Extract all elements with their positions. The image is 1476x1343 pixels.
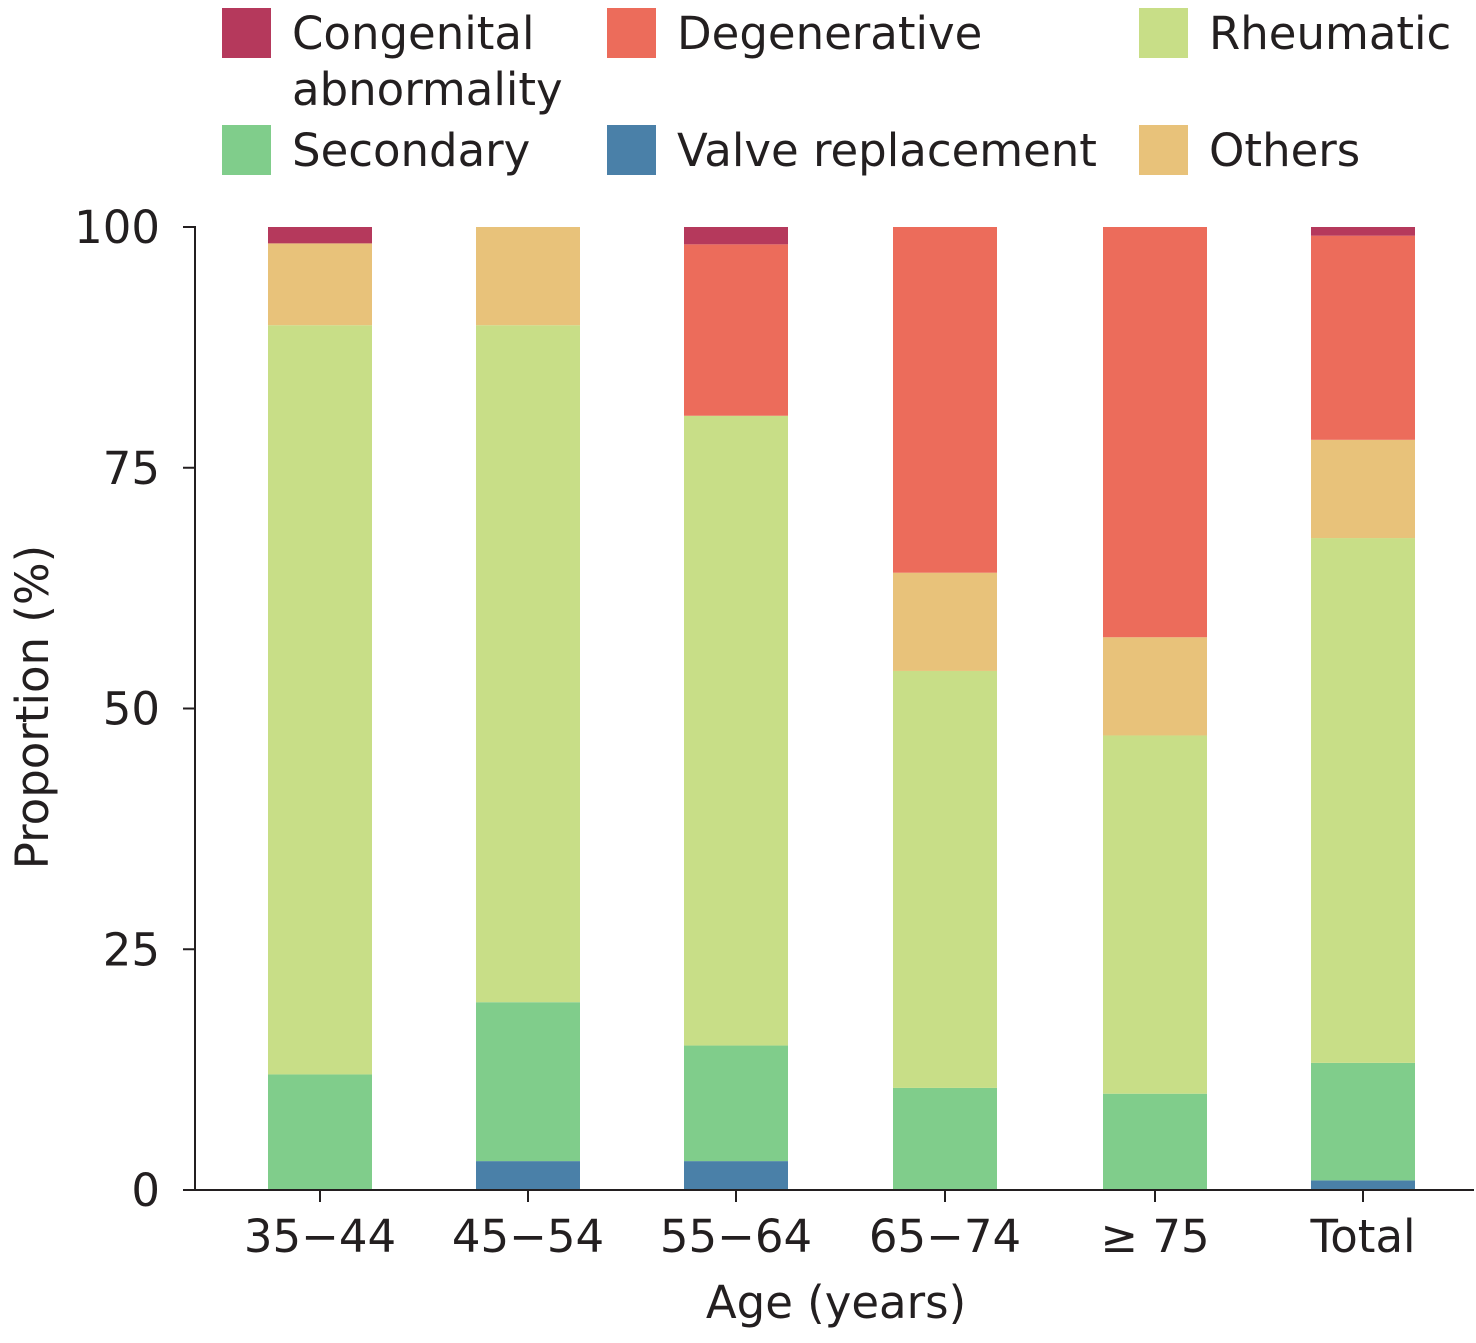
- legend-label: Others: [1209, 124, 1360, 177]
- legend-item-secondary: Secondary: [222, 124, 530, 177]
- x-tick-label: ≥ 75: [1100, 1210, 1209, 1263]
- bar-total-valve-replacement: [1311, 1180, 1415, 1190]
- legend-swatch: [1139, 125, 1188, 175]
- legend-swatch: [222, 125, 271, 175]
- y-axis-label: Proportion (%): [6, 545, 59, 869]
- axes: 0 25 50 75 100 35−44 45−54 55−64 65−74 ≥ 75 Total: [74, 201, 1474, 1263]
- bar-35-44-secondary: [268, 1074, 372, 1190]
- bar-45-54-valve-replacement: [476, 1161, 580, 1190]
- bar-75-secondary: [1103, 1093, 1207, 1190]
- legend-item-others: Others: [1139, 124, 1360, 177]
- x-axis-label: Age (years): [706, 1276, 966, 1329]
- legend-swatch: [607, 125, 656, 175]
- bar-total-secondary: [1311, 1062, 1415, 1181]
- legend-label: Valve replacement: [677, 124, 1097, 177]
- bar-55-64-congenital-abnormality: [684, 227, 788, 245]
- bar-total-rheumatic: [1311, 538, 1415, 1063]
- bar-45-54-secondary: [476, 1002, 580, 1162]
- bar-55-64-secondary: [684, 1045, 788, 1162]
- legend-item-degenerative: Degenerative: [607, 7, 982, 60]
- bar-35-44-others: [268, 243, 372, 326]
- y-tick-label: 25: [103, 923, 160, 976]
- bar-total-degenerative: [1311, 235, 1415, 440]
- y-tick-label: 100: [74, 201, 160, 254]
- bar-65-74-others: [893, 572, 997, 671]
- bar-75-rheumatic: [1103, 735, 1207, 1094]
- bar-total-congenital-abnormality: [1311, 227, 1415, 236]
- bars: [268, 227, 1415, 1190]
- bar-55-64-rheumatic: [684, 415, 788, 1046]
- x-tick-label: Total: [1309, 1210, 1415, 1263]
- legend-label: Rheumatic: [1209, 7, 1451, 60]
- bar-65-74-rheumatic: [893, 670, 997, 1088]
- bar-75-others: [1103, 637, 1207, 736]
- bar-55-64-degenerative: [684, 244, 788, 416]
- bar-75-degenerative: [1103, 227, 1207, 638]
- legend-swatch: [222, 8, 271, 58]
- legend-swatch: [1139, 8, 1188, 58]
- x-tick-label: 65−74: [869, 1210, 1021, 1263]
- bar-45-54-others: [476, 227, 580, 326]
- bar-65-74-degenerative: [893, 227, 997, 573]
- bar-65-74-secondary: [893, 1087, 997, 1190]
- bar-35-44-rheumatic: [268, 325, 372, 1075]
- x-tick-label: 55−64: [660, 1210, 812, 1263]
- y-tick-label: 0: [131, 1164, 160, 1217]
- bar-35-44-congenital-abnormality: [268, 227, 372, 244]
- x-tick-label: 35−44: [244, 1210, 396, 1263]
- bar-45-54-rheumatic: [476, 325, 580, 1003]
- legend-label: Congenital: [292, 7, 534, 60]
- x-tick-label: 45−54: [452, 1210, 604, 1263]
- y-tick-label: 50: [103, 683, 160, 736]
- y-tick-label: 75: [103, 442, 160, 495]
- bar-total-others: [1311, 439, 1415, 539]
- legend-swatch: [607, 8, 656, 58]
- bar-55-64-valve-replacement: [684, 1161, 788, 1190]
- legend-label: Degenerative: [677, 7, 982, 60]
- legend-label: abnormality: [292, 63, 563, 116]
- legend-item-rheumatic: Rheumatic: [1139, 7, 1451, 60]
- legend-item-valve-replacement: Valve replacement: [607, 124, 1097, 177]
- legend-label: Secondary: [292, 124, 530, 177]
